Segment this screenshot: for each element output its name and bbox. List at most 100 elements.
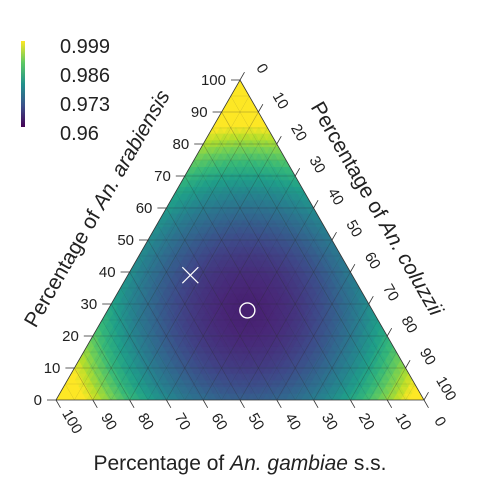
right-tick-label: 70 — [379, 281, 402, 304]
grid-line — [405, 383, 416, 401]
tick-mark — [166, 399, 172, 408]
right-tick-label: 40 — [324, 185, 347, 208]
grid-line — [166, 175, 296, 401]
bottom-tick-label: 90 — [97, 410, 120, 433]
grid-line — [83, 351, 112, 401]
tick-mark — [313, 399, 319, 408]
bottom-tick-label: 100 — [58, 407, 85, 437]
left-tick-label: 30 — [81, 296, 98, 313]
grid-line — [92, 335, 130, 401]
markers — [181, 266, 256, 319]
bottom-tick-label: 10 — [392, 410, 415, 433]
bottom-tick-label: 20 — [355, 410, 378, 433]
left-tick-label: 40 — [99, 264, 116, 281]
right-tick-label: 80 — [398, 313, 421, 336]
grid-line — [74, 95, 250, 401]
grid-line — [350, 335, 388, 401]
grid-line — [386, 367, 406, 401]
tick-mark — [405, 360, 411, 369]
grid-line — [110, 127, 268, 401]
grid-line — [92, 111, 259, 401]
colorbar-legend: 0.999 0.986 0.973 0.96 — [21, 36, 110, 145]
right-tick-label: 100 — [432, 374, 459, 404]
tick-mark — [239, 72, 245, 81]
bottom-tick-label: 80 — [134, 410, 157, 433]
grid-line — [110, 303, 167, 401]
minimum-circle-marker — [239, 302, 256, 319]
grid-line — [184, 175, 314, 401]
tick-mark — [423, 392, 429, 401]
right-tick-label: 30 — [306, 153, 329, 176]
right-tick-label: 50 — [342, 217, 365, 240]
left-tick-label: 50 — [117, 232, 134, 249]
grid-line — [138, 255, 222, 401]
tick-mark — [386, 399, 393, 408]
grid-line — [147, 239, 241, 401]
left-tick-label: 100 — [201, 72, 226, 89]
grid-line — [129, 271, 204, 401]
tick-mark — [386, 328, 393, 337]
heatmap-cell — [235, 80, 245, 87]
left-tick-label: 20 — [62, 328, 79, 345]
grid-line — [368, 351, 397, 401]
grid-line — [156, 223, 259, 401]
grid-line — [221, 223, 324, 401]
tick-mark — [239, 399, 245, 408]
grid-line — [184, 191, 305, 401]
right-tick-label: 20 — [287, 121, 310, 144]
bottom-tick-label: 30 — [318, 410, 341, 433]
ternary-grid — [64, 95, 416, 401]
legend-label: 0.96 — [60, 123, 99, 145]
tick-mark — [294, 168, 301, 177]
right-tick-label: 90 — [416, 345, 439, 368]
left-tick-label: 70 — [154, 168, 171, 185]
grid-line — [221, 111, 388, 401]
bottom-axis-title: Percentage of An. gambiae s.s. — [93, 452, 386, 475]
left-tick-label: 0 — [34, 392, 42, 409]
grid-line — [202, 143, 351, 401]
tick-mark — [331, 232, 337, 241]
reference-x-marker — [181, 266, 199, 284]
colorbar — [21, 41, 25, 127]
bottom-tick-label: 60 — [208, 410, 231, 433]
tick-marks — [47, 72, 429, 408]
grid-line — [64, 383, 75, 401]
grid-line — [230, 95, 406, 401]
left-tick-label: 60 — [136, 200, 153, 217]
legend-label: 0.999 — [60, 36, 110, 58]
bottom-tick-label: 40 — [281, 410, 304, 433]
tick-mark — [276, 399, 282, 408]
tick-mark — [350, 399, 356, 408]
bottom-tick-label: 50 — [244, 410, 267, 433]
left-tick-label: 10 — [44, 360, 61, 377]
right-tick-label: 60 — [361, 249, 384, 272]
grid-line — [276, 271, 351, 401]
tick-mark — [258, 104, 264, 113]
grid-line — [101, 319, 149, 401]
grid-line — [294, 287, 360, 401]
tick-mark — [202, 399, 209, 408]
grid-line — [147, 159, 287, 401]
grid-line — [202, 207, 314, 401]
grid-line — [193, 159, 333, 401]
left-tick-label: 80 — [173, 136, 190, 153]
left-tick-label: 90 — [191, 104, 208, 121]
grid-line — [331, 319, 379, 401]
legend-label: 0.973 — [60, 94, 110, 116]
tick-mark — [92, 399, 98, 408]
tick-mark — [313, 200, 319, 209]
right-tick-label: 10 — [269, 89, 292, 112]
tick-mark — [55, 399, 61, 408]
grid-line — [258, 255, 342, 401]
tick-mark — [276, 136, 282, 145]
right-tick-label: 0 — [252, 61, 271, 77]
bottom-tick-label: 70 — [171, 410, 194, 433]
grid-line — [166, 207, 278, 401]
heatmap-surface — [56, 80, 424, 400]
grid-line — [175, 191, 296, 401]
tick-mark — [129, 399, 135, 408]
bottom-tick-label: 0 — [430, 414, 449, 430]
tick-mark — [368, 296, 374, 305]
grid-line — [313, 303, 370, 401]
